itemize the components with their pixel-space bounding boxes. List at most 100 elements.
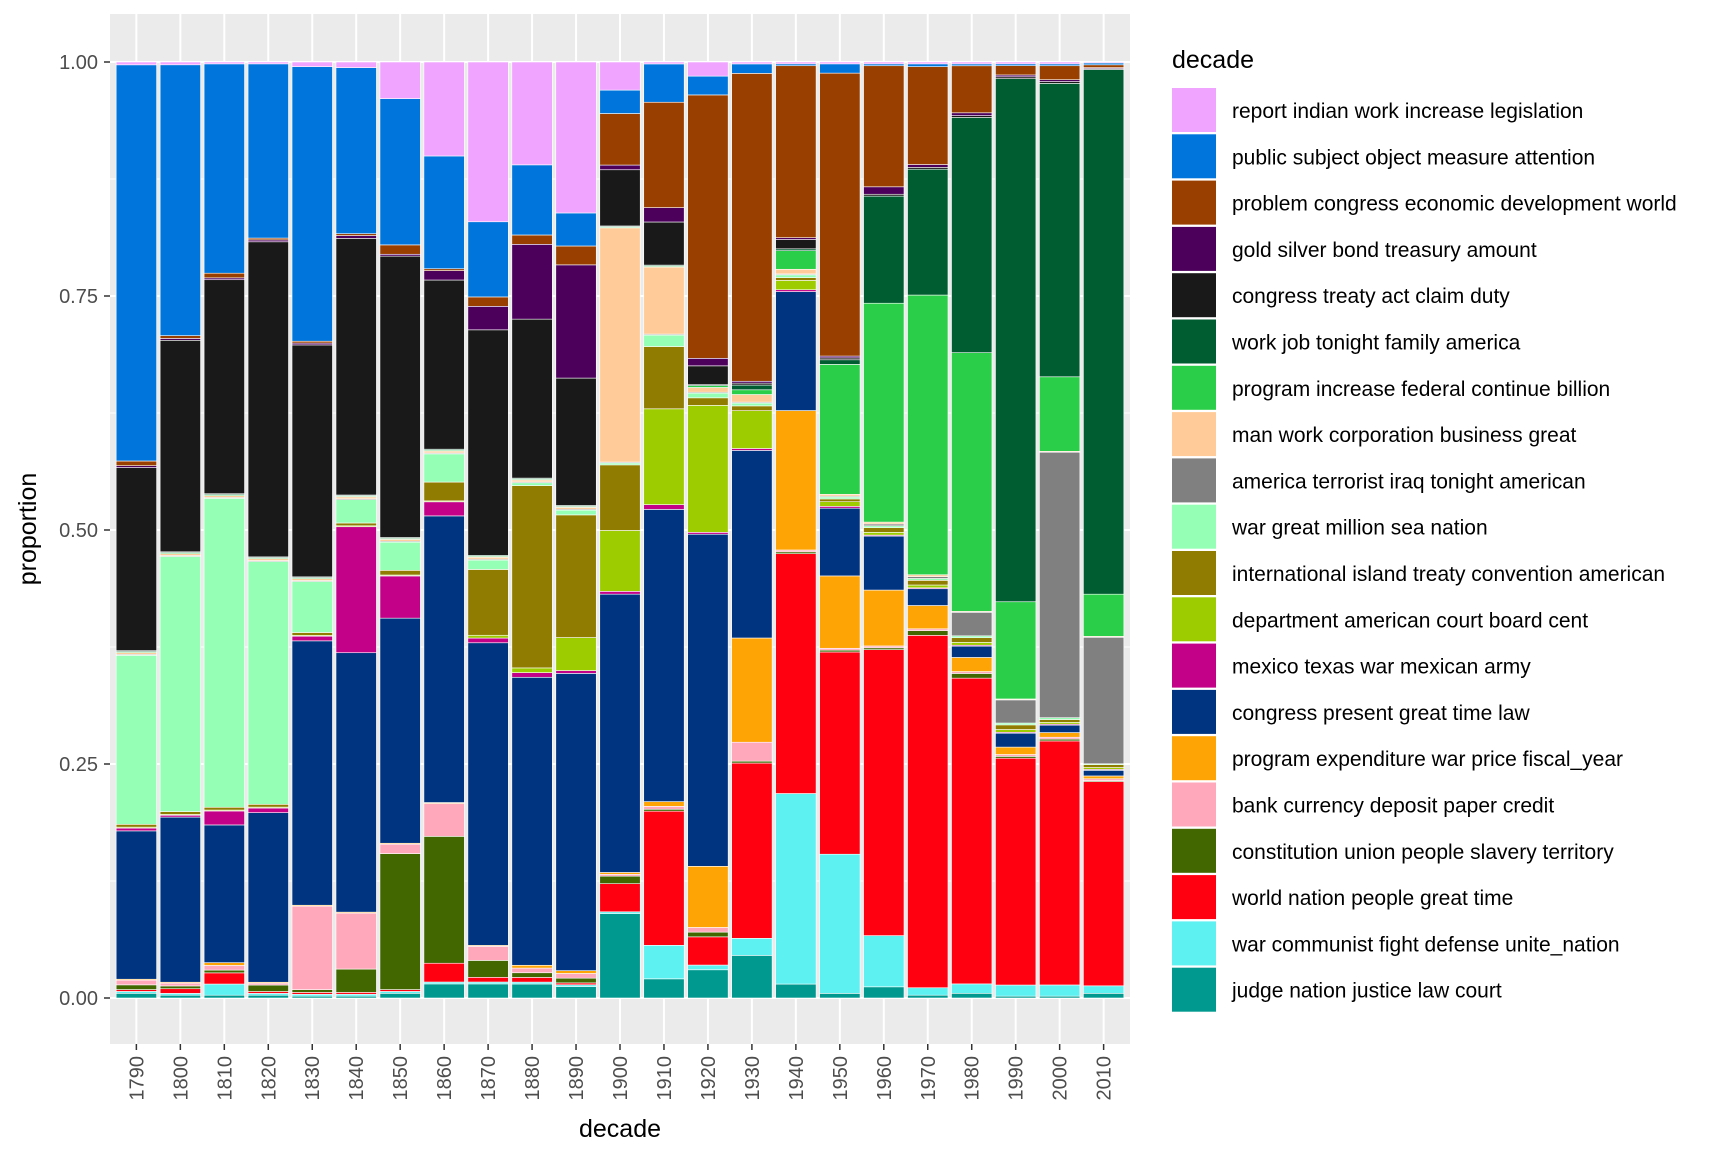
bar-segment bbox=[599, 591, 641, 595]
bar-segment bbox=[731, 955, 773, 999]
bar-segment bbox=[643, 346, 685, 410]
bar-segment bbox=[335, 912, 377, 970]
bar-segment bbox=[731, 389, 773, 395]
bar-segment bbox=[863, 61, 905, 65]
bar-segment bbox=[291, 344, 333, 578]
bar-segment bbox=[907, 605, 949, 630]
bar-segment bbox=[115, 827, 157, 832]
bar-segment bbox=[731, 61, 773, 65]
bar-segment bbox=[731, 762, 773, 939]
bar-segment bbox=[291, 66, 333, 342]
bar-segment bbox=[775, 280, 817, 291]
bar-segment bbox=[863, 527, 905, 533]
bar-segment bbox=[863, 986, 905, 999]
legend-label: report indian work increase legislation bbox=[1232, 100, 1583, 123]
bar-segment bbox=[335, 652, 377, 913]
bar-segment bbox=[731, 73, 773, 382]
bar-segment bbox=[511, 485, 553, 669]
bar-segment bbox=[819, 364, 861, 495]
legend-key bbox=[1172, 504, 1216, 549]
legend-label: program increase federal continue billio… bbox=[1232, 378, 1610, 401]
bar-segment bbox=[247, 63, 289, 239]
bar-segment bbox=[995, 601, 1037, 700]
legend-key bbox=[1172, 319, 1216, 364]
bar-segment bbox=[907, 580, 949, 586]
y-axis: 0.00 0.25 0.50 0.75 1.00 bbox=[59, 52, 110, 1010]
bar-segment bbox=[555, 977, 597, 984]
bar-segment bbox=[159, 339, 201, 553]
legend-key bbox=[1172, 782, 1216, 827]
bar-segment bbox=[1039, 61, 1081, 65]
bar-segment bbox=[995, 732, 1037, 748]
bar-segment bbox=[511, 164, 553, 236]
bar-segment bbox=[467, 306, 509, 331]
x-tick-label: 1980 bbox=[962, 1056, 984, 1101]
bar-segment bbox=[247, 61, 289, 65]
bar-segment bbox=[951, 677, 993, 985]
bar-segment bbox=[335, 67, 377, 235]
bar-segment bbox=[159, 816, 201, 983]
legend-key bbox=[1172, 689, 1216, 734]
bar-segment bbox=[115, 984, 157, 990]
bar-segment bbox=[1039, 732, 1081, 738]
bar-segment bbox=[819, 359, 861, 365]
bar-segment bbox=[731, 394, 773, 403]
x-tick-label: 1940 bbox=[786, 1056, 808, 1101]
bar-segment bbox=[555, 264, 597, 379]
x-tick-label: 1860 bbox=[434, 1056, 456, 1101]
bar-segment bbox=[687, 61, 729, 77]
bar-segment bbox=[511, 244, 553, 320]
bar-segment bbox=[511, 234, 553, 245]
y-tick-label: 1.00 bbox=[59, 52, 98, 74]
bar-segment bbox=[203, 810, 245, 826]
bar-segment bbox=[643, 810, 685, 946]
bar-segment bbox=[555, 986, 597, 999]
bar-segment bbox=[467, 983, 509, 999]
bar-segment bbox=[379, 255, 421, 538]
bar-segment bbox=[291, 905, 333, 990]
bar-segment bbox=[291, 640, 333, 906]
bar-segment bbox=[687, 392, 729, 399]
bar-segment bbox=[555, 61, 597, 214]
bar-segment bbox=[687, 75, 729, 96]
bar-segment bbox=[819, 507, 861, 577]
bar-segment bbox=[555, 970, 597, 974]
bar-segment bbox=[687, 927, 729, 933]
bar-segment bbox=[467, 637, 509, 644]
bar-segment bbox=[115, 993, 157, 999]
bar-segment bbox=[687, 866, 729, 928]
legend-label: problem congress economic development wo… bbox=[1232, 193, 1677, 216]
x-tick-label: 1790 bbox=[126, 1056, 148, 1101]
bar-segment bbox=[643, 806, 685, 810]
y-tick-label: 0.75 bbox=[59, 286, 98, 308]
bar-segment bbox=[775, 65, 817, 238]
bar-segment bbox=[467, 977, 509, 983]
bar-segment bbox=[819, 61, 861, 65]
bar-segment bbox=[467, 329, 509, 556]
x-tick-label: 1990 bbox=[1006, 1056, 1028, 1101]
bar-segment bbox=[247, 807, 289, 813]
bar-segment bbox=[1039, 984, 1081, 997]
x-tick-label: 1880 bbox=[522, 1056, 544, 1101]
bar-segment bbox=[819, 651, 861, 855]
x-axis-title: decade bbox=[579, 1115, 661, 1143]
bar-segment bbox=[687, 397, 729, 406]
bar-segment bbox=[247, 984, 289, 992]
bar-segment bbox=[115, 467, 157, 651]
x-tick-label: 2010 bbox=[1094, 1056, 1116, 1101]
x-tick-label: 1820 bbox=[258, 1056, 280, 1101]
x-tick-label: 1950 bbox=[830, 1056, 852, 1101]
x-tick-label: 1930 bbox=[742, 1056, 764, 1101]
legend-label: constitution union people slavery territ… bbox=[1232, 841, 1614, 864]
bar-segment bbox=[643, 978, 685, 999]
legend-label: work job tonight family america bbox=[1231, 332, 1521, 355]
x-tick-label: 2000 bbox=[1050, 1056, 1072, 1101]
bar-segment bbox=[1083, 993, 1125, 999]
bar-segment bbox=[775, 274, 817, 278]
bar-segment bbox=[203, 972, 245, 985]
bar-segment bbox=[995, 729, 1037, 733]
bar-segment bbox=[467, 221, 509, 298]
bar-segment bbox=[687, 533, 729, 867]
bar-segment bbox=[291, 581, 333, 633]
